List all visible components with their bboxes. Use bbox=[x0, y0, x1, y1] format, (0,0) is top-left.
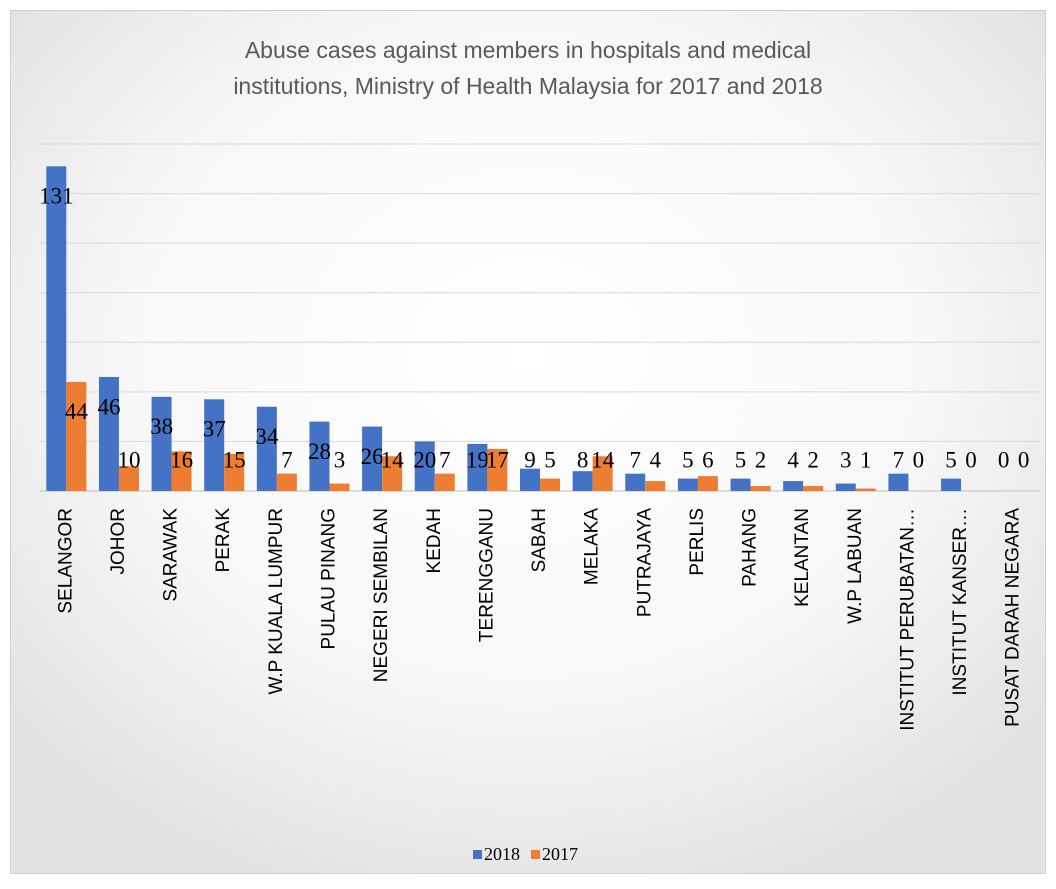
data-label: 8 bbox=[577, 447, 589, 472]
data-label: 3 bbox=[334, 447, 346, 472]
data-label: 6 bbox=[702, 447, 714, 472]
bar bbox=[309, 421, 330, 491]
bar bbox=[750, 486, 771, 491]
legend-swatch bbox=[473, 850, 482, 859]
bar bbox=[572, 471, 593, 491]
data-label: 20 bbox=[413, 447, 436, 472]
bar bbox=[783, 481, 804, 491]
bar bbox=[625, 473, 646, 491]
data-label: 10 bbox=[117, 447, 140, 472]
bar bbox=[256, 406, 277, 491]
data-label: 5 bbox=[735, 447, 747, 472]
data-label: 2 bbox=[807, 447, 819, 472]
bar bbox=[224, 453, 245, 491]
legend-label: 2017 bbox=[542, 844, 578, 864]
bar bbox=[66, 381, 87, 491]
bar bbox=[677, 478, 698, 491]
data-label: 4 bbox=[650, 447, 662, 472]
data-label: 0 bbox=[965, 447, 977, 472]
bar bbox=[520, 468, 540, 491]
bar bbox=[855, 488, 876, 491]
data-label: 19 bbox=[466, 447, 489, 472]
x-tick-label: SARAWAK bbox=[161, 508, 182, 602]
x-tick-label: INSTITUT PERUBATAN… bbox=[897, 508, 918, 731]
bar bbox=[151, 396, 172, 491]
x-tick-label: INSTITUT KANSER… bbox=[950, 508, 971, 696]
x-tick-label: NEGERI SEMBILAN bbox=[371, 508, 392, 682]
x-tick-label: PERLIS bbox=[687, 508, 708, 576]
x-tick-label: MELAKA bbox=[582, 508, 603, 585]
data-label: 15 bbox=[223, 447, 246, 472]
bar bbox=[204, 399, 225, 491]
x-tick-label: W.P KUALA LUMPUR bbox=[266, 508, 287, 695]
bar bbox=[467, 443, 488, 491]
data-label: 7 bbox=[281, 447, 293, 472]
data-label: 16 bbox=[170, 447, 193, 472]
data-label: 131 bbox=[39, 184, 74, 209]
data-label: 3 bbox=[840, 447, 852, 472]
data-label: 38 bbox=[150, 414, 173, 439]
data-label: 0 bbox=[913, 447, 925, 472]
data-label: 14 bbox=[381, 447, 405, 472]
bar bbox=[362, 426, 383, 491]
data-label: 7 bbox=[439, 447, 451, 472]
bar bbox=[329, 483, 350, 491]
data-label: 5 bbox=[544, 447, 556, 472]
x-tick-label: PUSAT DARAH NEGARA bbox=[1003, 508, 1024, 727]
data-label: 5 bbox=[682, 447, 694, 472]
bar bbox=[540, 478, 560, 491]
bar bbox=[487, 448, 508, 491]
x-tick-label: PAHANG bbox=[740, 508, 761, 587]
legend-label: 2018 bbox=[484, 844, 520, 864]
data-label: 0 bbox=[998, 447, 1010, 472]
bar bbox=[835, 483, 856, 491]
bar bbox=[730, 478, 751, 491]
bar bbox=[803, 486, 824, 491]
bar bbox=[697, 476, 718, 491]
chart-title: Abuse cases against members in hospitals… bbox=[245, 37, 811, 63]
bar bbox=[941, 478, 962, 491]
data-label: 46 bbox=[97, 394, 120, 419]
x-tick-label: W.P LABUAN bbox=[845, 508, 866, 624]
bar bbox=[382, 456, 403, 491]
x-tick-label: PUTRAJAYA bbox=[634, 508, 655, 617]
bar bbox=[46, 166, 67, 492]
x-tick-label: KELANTAN bbox=[792, 508, 813, 607]
chart-area bbox=[10, 10, 1046, 874]
x-tick-label: KEDAH bbox=[424, 508, 445, 573]
x-tick-label: JOHOR bbox=[108, 508, 129, 575]
data-label: 26 bbox=[361, 444, 384, 469]
data-label: 5 bbox=[945, 447, 957, 472]
data-label: 0 bbox=[1018, 447, 1030, 472]
bar bbox=[888, 473, 909, 491]
data-label: 9 bbox=[524, 447, 536, 472]
data-label: 2 bbox=[755, 447, 767, 472]
data-label: 37 bbox=[203, 417, 226, 442]
bar bbox=[434, 473, 455, 491]
bar bbox=[592, 456, 613, 491]
bar bbox=[276, 473, 297, 491]
x-tick-label: SABAH bbox=[529, 508, 550, 572]
x-tick-label: PERAK bbox=[213, 508, 234, 573]
legend-swatch bbox=[531, 850, 540, 859]
x-tick-label: PULAU PINANG bbox=[318, 508, 339, 649]
data-label: 34 bbox=[255, 424, 279, 449]
bar bbox=[414, 441, 435, 491]
data-label: 44 bbox=[65, 399, 89, 424]
chart-title: institutions, Ministry of Health Malaysi… bbox=[233, 73, 822, 99]
data-label: 4 bbox=[787, 447, 799, 472]
bar bbox=[98, 376, 119, 491]
data-label: 7 bbox=[893, 447, 905, 472]
data-label: 17 bbox=[486, 447, 509, 472]
data-label: 7 bbox=[630, 447, 642, 472]
data-label: 14 bbox=[591, 447, 615, 472]
data-label: 1 bbox=[860, 447, 872, 472]
bar bbox=[118, 466, 139, 491]
x-tick-label: TERENGGANU bbox=[476, 508, 497, 642]
bar bbox=[171, 451, 192, 491]
x-tick-label: SELANGOR bbox=[55, 508, 76, 614]
data-label: 28 bbox=[308, 439, 331, 464]
bar bbox=[645, 481, 666, 491]
